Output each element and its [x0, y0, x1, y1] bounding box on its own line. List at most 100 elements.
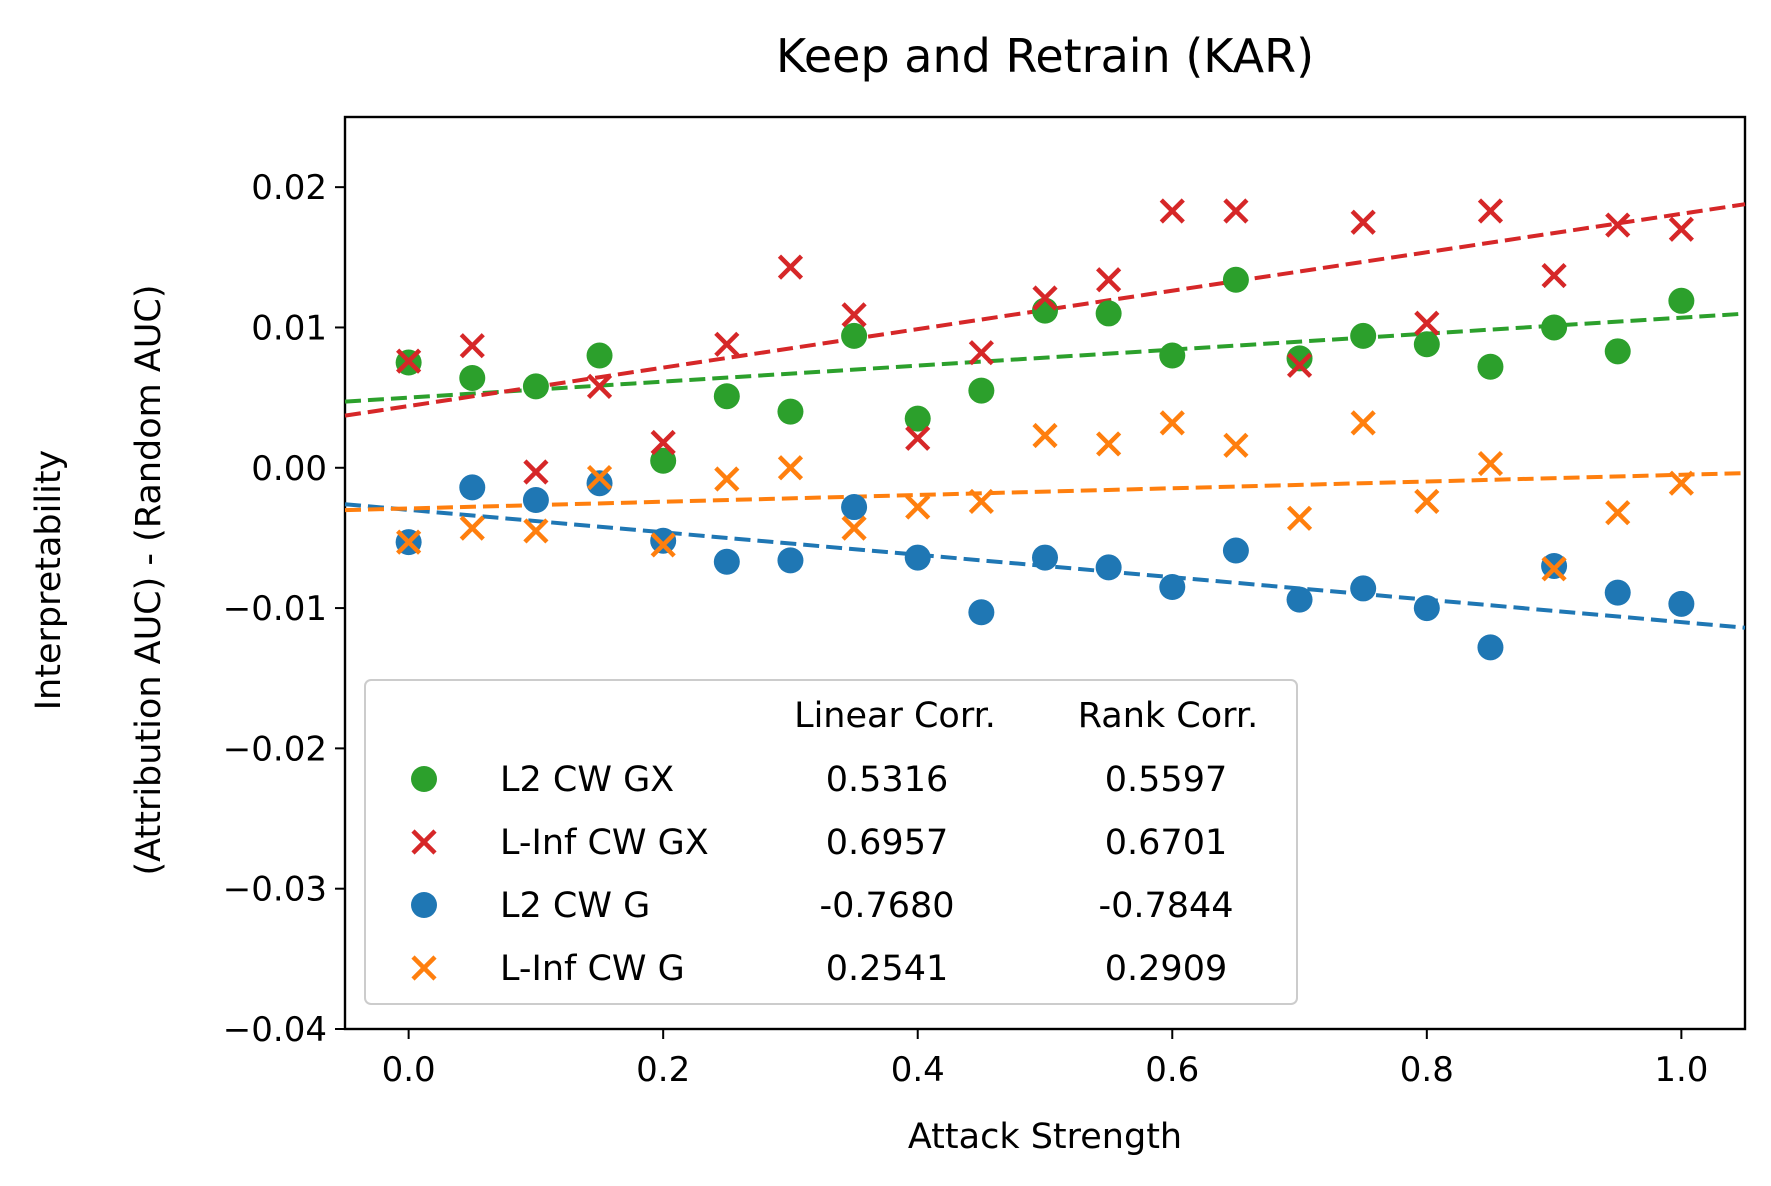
data-point — [1477, 634, 1504, 661]
data-point — [1668, 287, 1695, 314]
data-point — [1159, 574, 1186, 601]
y-tick-label: 0.00 — [251, 449, 327, 489]
x-tick-label: 0.0 — [382, 1050, 436, 1090]
x-tick-label: 0.8 — [1400, 1050, 1454, 1090]
data-point — [841, 515, 867, 541]
legend-label: L2 CW G — [500, 886, 650, 926]
data-point — [777, 455, 804, 481]
chart-title: Keep and Retrain (KAR) — [776, 29, 1314, 83]
data-point — [1668, 216, 1694, 242]
data-point — [1096, 431, 1122, 457]
data-point — [522, 373, 549, 400]
data-point — [459, 515, 485, 541]
data-point — [523, 459, 549, 485]
data-point — [968, 488, 994, 515]
data-point — [1159, 342, 1186, 369]
data-point — [905, 494, 931, 520]
data-point — [904, 544, 931, 571]
data-point — [1286, 586, 1313, 613]
data-point — [650, 447, 677, 474]
legend-marker-1 — [411, 829, 437, 855]
legend-rows: L2 CW GX 0.5316 0.5597 L-Inf CW GX 0.6957 0.6… — [411, 760, 1234, 989]
data-point — [1032, 297, 1058, 324]
y-tick-label: −0.01 — [223, 589, 327, 629]
data-point — [586, 470, 613, 497]
data-point — [1350, 575, 1377, 602]
trend-line-1 — [344, 202, 1746, 418]
y-axis-ticks: 0.02 0.01 0.00 −0.01 −0.02 −0.03 −0.04 — [223, 168, 345, 1050]
data-point — [1286, 345, 1313, 372]
plot-frame — [343, 115, 1747, 1031]
data-point — [777, 398, 804, 425]
data-point — [1541, 556, 1567, 582]
data-point — [841, 494, 868, 521]
data-point — [1222, 266, 1249, 293]
data-point — [1032, 422, 1058, 449]
data-point — [1223, 432, 1249, 458]
data-point — [1159, 410, 1185, 436]
legend-linear-corr: 0.2541 — [826, 949, 948, 989]
data-point — [1032, 544, 1058, 571]
y-axis-label-line1: Interpretability — [29, 450, 69, 711]
data-point — [1414, 488, 1440, 515]
legend-linear-corr: 0.6957 — [826, 823, 948, 863]
data-point — [714, 466, 740, 492]
data-point — [1095, 300, 1122, 327]
data-point — [650, 527, 677, 554]
data-point — [650, 429, 676, 456]
data-point — [1604, 338, 1631, 365]
y-axis-label-line2: (Attribution AUC) - (Random AUC) — [129, 285, 169, 876]
legend-marker-0 — [411, 766, 437, 792]
data-point — [968, 340, 994, 366]
data-point — [714, 331, 740, 357]
legend-box — [364, 679, 1298, 1005]
data-point — [586, 464, 613, 491]
data-point — [1668, 470, 1694, 496]
data-point — [586, 373, 613, 399]
y-tick-label: −0.04 — [223, 1010, 327, 1050]
legend-marker-2 — [411, 892, 437, 918]
data-point — [1668, 590, 1695, 617]
legend-rank-corr: 0.5597 — [1105, 760, 1227, 800]
y-tick-label: 0.02 — [251, 168, 327, 208]
y-tick-label: −0.02 — [223, 729, 327, 769]
x-tick-label: 0.2 — [636, 1050, 690, 1090]
data-point — [713, 383, 740, 410]
data-point — [1477, 353, 1504, 380]
legend-marker-3 — [411, 955, 437, 981]
data-point — [1095, 554, 1122, 581]
x-tick-label: 1.0 — [1654, 1050, 1708, 1090]
x-tick-label: 0.4 — [891, 1050, 945, 1090]
trend-line-0 — [344, 311, 1746, 404]
data-points — [395, 198, 1695, 661]
data-point — [1286, 352, 1313, 378]
data-point — [1350, 322, 1377, 349]
legend-label: L-Inf CW G — [500, 949, 685, 989]
data-point — [1541, 314, 1568, 341]
data-point — [777, 547, 804, 574]
y-tick-label: −0.03 — [223, 870, 327, 910]
data-point — [1032, 285, 1058, 311]
legend-header-linear-corr: Linear Corr. — [794, 696, 996, 736]
legend-linear-corr: -0.7680 — [819, 886, 954, 926]
data-point — [968, 377, 995, 404]
legend-label: L2 CW GX — [500, 760, 674, 800]
legend-rank-corr: 0.6701 — [1105, 823, 1227, 863]
data-point — [586, 342, 613, 369]
data-point — [841, 322, 868, 349]
data-point — [396, 529, 422, 555]
data-point — [1413, 331, 1440, 358]
legend: Linear Corr. Rank Corr. L2 CW GX 0.5316 0.… — [364, 679, 1298, 1005]
data-point — [905, 425, 931, 451]
trend-line-3 — [344, 471, 1746, 513]
data-point — [1350, 410, 1376, 436]
data-point — [904, 405, 931, 432]
data-point — [1604, 579, 1631, 606]
data-point — [1541, 262, 1567, 289]
data-point — [841, 302, 867, 328]
legend-rank-corr: 0.2909 — [1105, 949, 1227, 989]
data-point — [523, 518, 549, 544]
data-point — [1159, 198, 1185, 224]
data-point — [777, 254, 804, 280]
